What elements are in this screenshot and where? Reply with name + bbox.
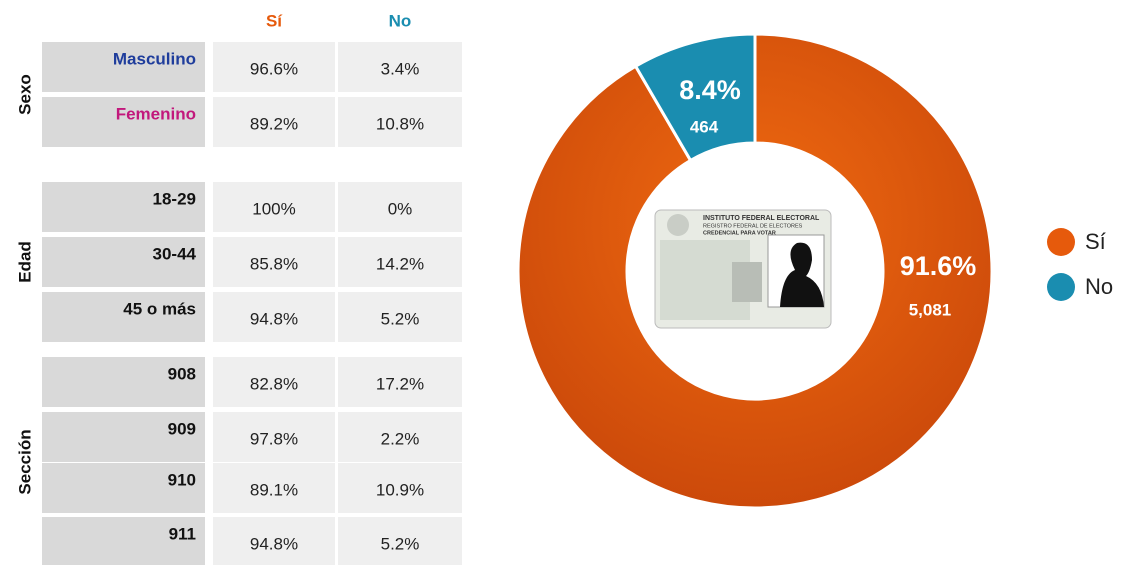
card-line: CREDENCIAL PARA VOTAR — [703, 230, 776, 236]
cell-value: 82.8% — [250, 374, 298, 393]
cell-value: 5.2% — [381, 309, 420, 328]
row-label: 911 — [169, 524, 196, 543]
row-label: 910 — [168, 470, 196, 489]
page: Sí No Sexo Masculino 96.6% 3.4% Femenino 89.2% 1… — [0, 0, 1126, 565]
value-label: 8.4% — [679, 75, 741, 105]
legend-marker — [1047, 273, 1075, 301]
card-line: REGISTRO FEDERAL DE ELECTORES — [703, 223, 803, 229]
column-header: No — [389, 11, 412, 30]
column-header: Sí — [266, 11, 283, 30]
id-card: INSTITUTO FEDERAL ELECTORAL REGISTRO FED… — [655, 210, 831, 328]
row-label: 30-44 — [153, 244, 197, 263]
cell-value: 10.8% — [376, 114, 424, 133]
cell-value: 14.2% — [376, 254, 424, 273]
cell-value: 3.4% — [381, 59, 420, 78]
cell-value: 97.8% — [250, 429, 298, 448]
cell-value: 100% — [252, 199, 295, 218]
card-title: INSTITUTO FEDERAL ELECTORAL — [703, 215, 820, 222]
cell-value: 17.2% — [376, 374, 424, 393]
row-label: 45 o más — [123, 299, 196, 318]
group-label: Edad — [15, 241, 34, 283]
cell-value: 0% — [388, 199, 413, 218]
value-label: 91.6% — [900, 251, 977, 281]
row-label: 908 — [168, 364, 196, 383]
row-label: Femenino — [116, 104, 196, 123]
legend-marker — [1047, 228, 1075, 256]
count-label: 464 — [690, 117, 719, 136]
legend-label: No — [1085, 274, 1113, 299]
cell-value: 2.2% — [381, 429, 420, 448]
cell-value: 10.9% — [376, 480, 424, 499]
cell-value: 94.8% — [250, 534, 298, 553]
cell-value: 5.2% — [381, 534, 420, 553]
cell-value: 96.6% — [250, 59, 298, 78]
cell-value: 85.8% — [250, 254, 298, 273]
row-label: 909 — [168, 419, 196, 438]
legend-label: Sí — [1085, 229, 1106, 254]
row-label: 18-29 — [153, 189, 196, 208]
count-label: 5,081 — [909, 300, 952, 319]
group-label: Sección — [15, 429, 34, 494]
cell-value: 94.8% — [250, 309, 298, 328]
cell-value: 89.2% — [250, 114, 298, 133]
cell-value: 89.1% — [250, 480, 298, 499]
group-label: Sexo — [15, 74, 34, 115]
row-label: Masculino — [113, 49, 196, 68]
